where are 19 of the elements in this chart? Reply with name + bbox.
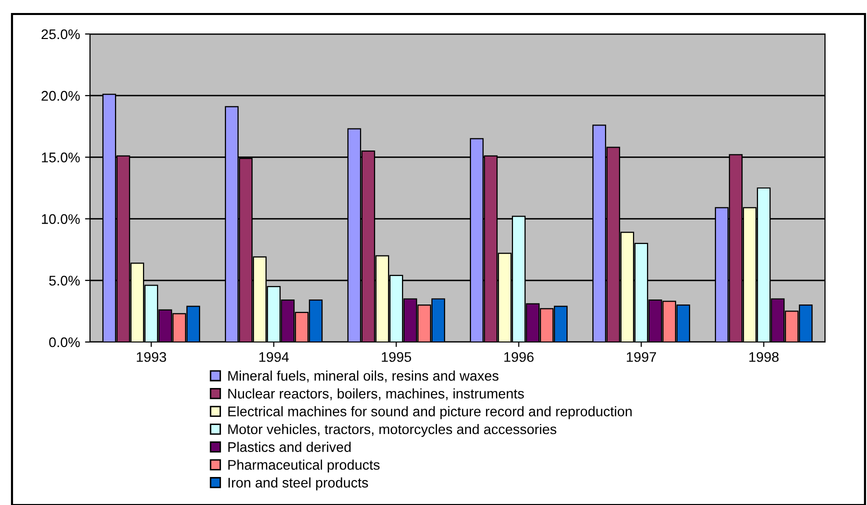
legend-label: Plastics and derived: [228, 442, 351, 452]
x-tick-label: 1995: [382, 352, 412, 362]
legend-label: Iron and steel products: [228, 477, 368, 490]
y-tick-label: 0.0%: [49, 337, 80, 348]
y-tick-label: 20.0%: [42, 90, 80, 101]
y-tick-label: 5.0%: [49, 276, 80, 286]
x-tick-label: 1997: [626, 352, 656, 362]
legend-label: Motor vehicles, tractors, motorcycles and accessories: [228, 424, 556, 437]
legend-label: Pharmaceutical products: [228, 460, 380, 473]
x-tick-label: 1993: [136, 352, 166, 362]
legend-label: Mineral fuels, mineral oils, resins and waxes: [228, 370, 498, 382]
x-tick-label: 1996: [504, 352, 534, 362]
y-tick-label: 10.0%: [42, 214, 80, 224]
x-tick-label: 1994: [259, 352, 289, 362]
y-tick-label: 25.0%: [42, 29, 80, 40]
x-tick-label: 1998: [749, 352, 779, 362]
y-tick-label: 15.0%: [42, 152, 80, 162]
legend-label: Nuclear reactors, boilers, machines, instruments: [228, 388, 524, 400]
legend-label: Electrical machines for sound and picture record and reproduction: [228, 406, 632, 420]
